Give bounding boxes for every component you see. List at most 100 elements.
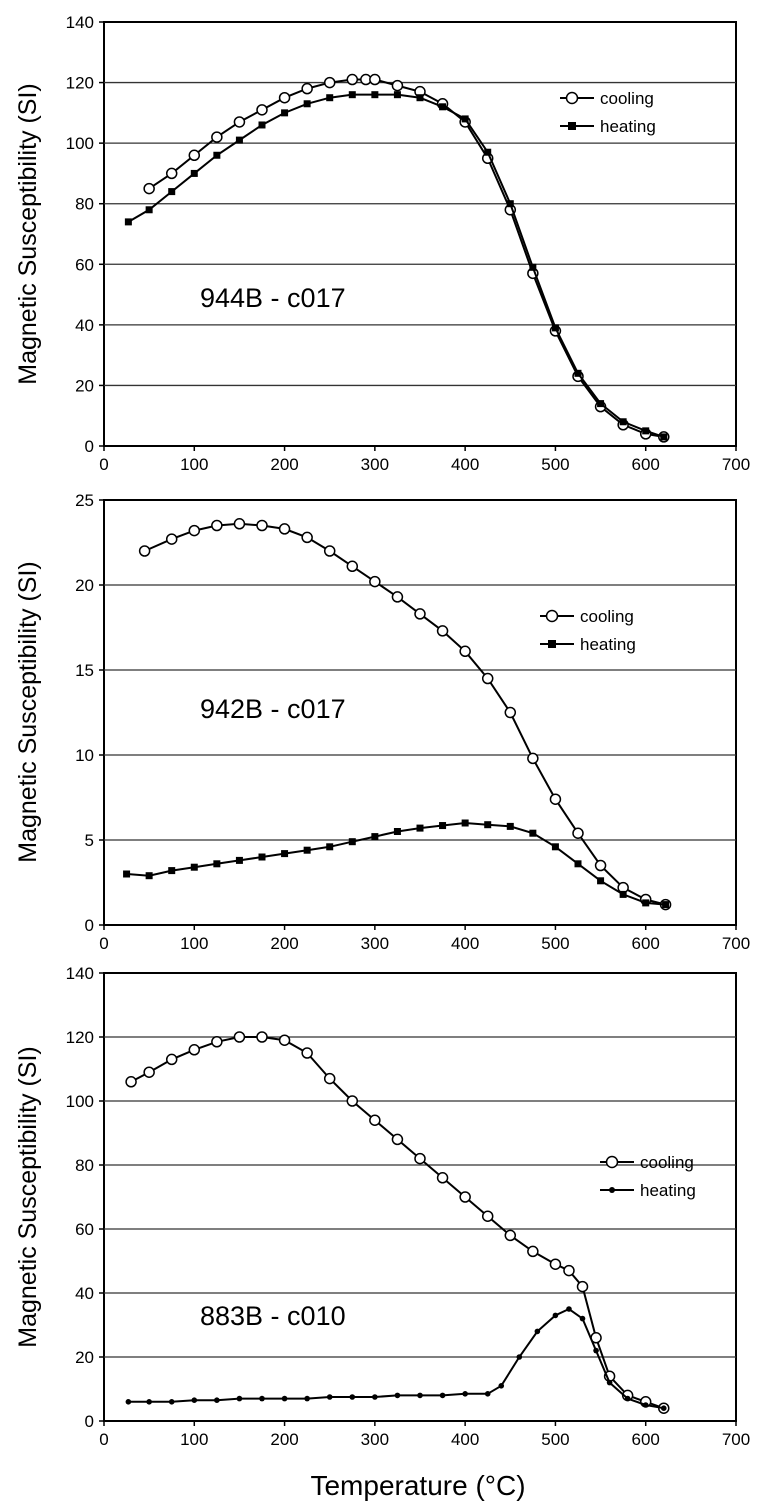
legend-label: heating [640, 1181, 696, 1200]
data-point [461, 819, 469, 827]
data-point [624, 1395, 631, 1402]
y-tick-label: 80 [75, 195, 94, 214]
data-point [439, 103, 447, 111]
x-tick-label: 500 [541, 1430, 569, 1449]
data-point [369, 575, 381, 588]
data-point [549, 1258, 562, 1270]
data-point [165, 533, 178, 545]
data-point [188, 149, 201, 162]
legend-label: cooling [600, 89, 654, 108]
data-point [391, 591, 404, 603]
x-tick-label: 300 [361, 934, 389, 953]
data-point [304, 1395, 310, 1402]
x-tick-label: 500 [541, 455, 569, 474]
data-point [566, 1306, 572, 1312]
data-point [326, 94, 334, 102]
x-tick-label: 0 [99, 1430, 108, 1449]
data-point [369, 1114, 381, 1126]
data-point [593, 1347, 599, 1354]
data-point [235, 856, 243, 864]
data-point [481, 672, 494, 685]
data-point [393, 828, 401, 835]
y-axis-title: Magnetic Susceptibility (SI) [14, 1046, 42, 1348]
legend-marker [609, 1187, 615, 1193]
data-point [323, 545, 336, 557]
chart-panel-944b: 0 20 40 60 80 100 120 140 0 100 200 300 400 500 600 700… [14, 13, 750, 474]
data-point [394, 1392, 401, 1399]
data-point [563, 1264, 575, 1277]
data-point [323, 1072, 336, 1085]
data-point [552, 1312, 559, 1319]
legend-label: cooling [580, 607, 634, 626]
data-point [301, 531, 313, 544]
x-tick-label: 600 [632, 455, 660, 474]
data-point [642, 1402, 649, 1408]
data-point [504, 1229, 517, 1242]
data-point [258, 121, 266, 129]
data-point [393, 91, 401, 99]
data-point [484, 821, 492, 829]
data-point [138, 545, 151, 557]
data-point [326, 1394, 333, 1400]
data-point [346, 560, 359, 573]
plot-area [103, 972, 737, 1422]
y-tick-label: 20 [75, 1348, 94, 1367]
x-tick-label: 600 [632, 1430, 660, 1449]
data-point [213, 151, 221, 159]
legend: cooling heating [600, 1153, 696, 1200]
y-axis-title: Magnetic Susceptibility (SI) [14, 83, 42, 385]
chart-panel-883b: 0 20 40 60 80 100 120 140 0 100 200 300 400 500 600 700… [14, 964, 750, 1449]
data-point [233, 116, 246, 128]
data-point [188, 1044, 201, 1056]
x-tick-label: 300 [361, 1430, 389, 1449]
data-point [278, 1034, 291, 1046]
data-point [281, 850, 289, 858]
y-tick-label: 15 [75, 661, 94, 680]
x-tick-label: 0 [99, 455, 108, 474]
legend-marker [565, 91, 579, 105]
data-point [572, 827, 584, 839]
x-tick-label: 700 [722, 1430, 750, 1449]
x-tick-label: 200 [270, 455, 298, 474]
data-point [660, 433, 668, 441]
data-point [642, 899, 650, 907]
y-tick-label: 40 [75, 1284, 94, 1303]
y-tick-label: 60 [75, 1220, 94, 1239]
legend-marker [548, 640, 556, 648]
data-point [372, 1394, 378, 1400]
data-point [211, 519, 223, 532]
sample-label: 942B - c017 [200, 694, 346, 724]
y-tick-label: 100 [66, 134, 94, 153]
data-point [504, 706, 517, 719]
data-point [256, 519, 268, 532]
data-point [211, 1036, 223, 1048]
sample-label: 883B - c010 [200, 1301, 346, 1331]
y-tick-label: 0 [85, 437, 94, 456]
data-point [391, 79, 404, 92]
data-point [439, 822, 447, 830]
y-tick-label: 140 [66, 964, 94, 983]
series-line [128, 1307, 664, 1410]
series-cooling [138, 518, 672, 911]
data-point [278, 91, 291, 104]
series-heating [125, 1306, 667, 1411]
data-point [213, 860, 221, 868]
data-point [146, 1399, 152, 1405]
y-tick-label: 100 [66, 1092, 94, 1111]
y-tick-label: 25 [75, 491, 94, 510]
data-point [416, 824, 424, 832]
data-point [506, 200, 514, 208]
data-point [371, 91, 379, 99]
legend: cooling heating [560, 89, 656, 136]
data-point [188, 524, 201, 537]
chart-panel-942b: 0 5 10 15 20 25 0 100 200 300 400 500 600 700 Magnetic… [14, 491, 750, 953]
data-point [278, 523, 291, 535]
legend-label: cooling [640, 1153, 694, 1172]
data-point [527, 752, 539, 765]
series-heating [124, 91, 668, 441]
data-point [168, 867, 176, 875]
data-point [439, 1392, 446, 1399]
data-point [391, 1133, 404, 1146]
data-point [190, 169, 198, 177]
